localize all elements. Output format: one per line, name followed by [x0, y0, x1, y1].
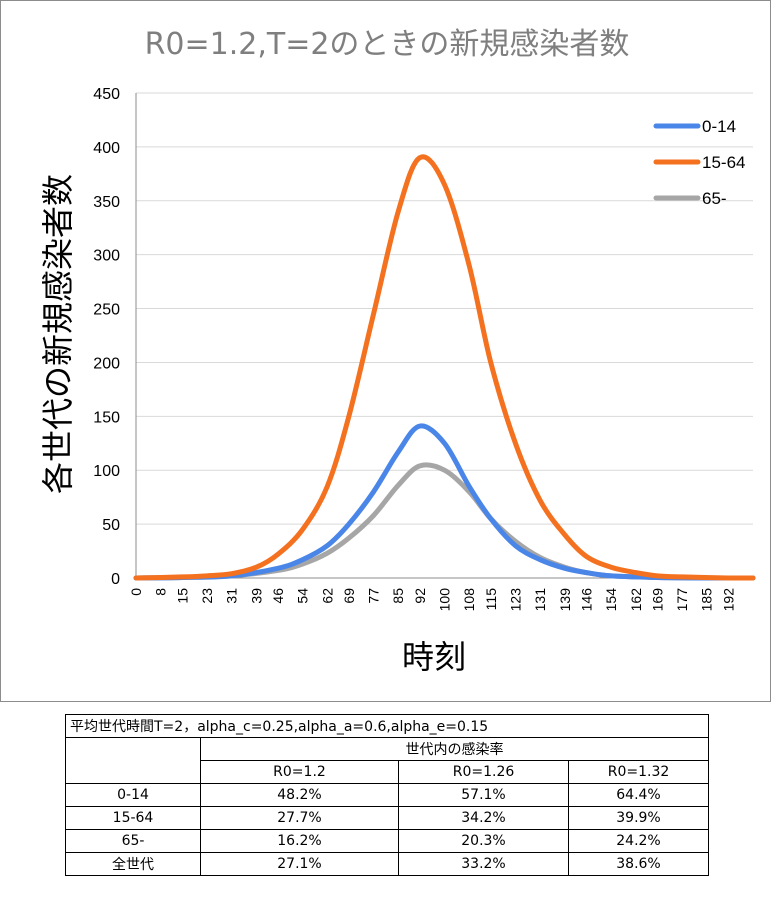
- x-tick-label: 39: [248, 588, 264, 604]
- summary-table: 平均世代時間T=2，alpha_c=0.25,alpha_a=0.6,alpha…: [65, 714, 709, 876]
- series-line-0-14: [133, 423, 756, 581]
- x-axis-ticks: 0 8 15 23 31 39 46 54 62 69 77 85 92 100 108 115 123 131 1…: [128, 588, 736, 612]
- table-row: 全世代 27.1% 33.2% 38.6%: [65, 852, 709, 876]
- series-line-65-: [133, 462, 756, 581]
- y-axis-ticks: 0 50 100 150 200 250 300 350 400 450: [93, 86, 120, 588]
- x-tick-label: 62: [319, 588, 335, 604]
- x-tick-label: 92: [412, 588, 428, 604]
- legend-label: 15-64: [702, 153, 745, 172]
- table-group-header-row: 世代内の感染率: [65, 737, 709, 784]
- chart-frame: R0=1.2,T=2のときの新規感染者数 0 50 100 150 200 250 300 3…: [0, 0, 771, 702]
- x-tick-label: 23: [199, 588, 215, 604]
- table-cell: 33.2%: [398, 852, 569, 876]
- x-tick-label: 69: [341, 588, 357, 604]
- x-tick-label: 185: [699, 588, 715, 612]
- y-tick-label: 400: [93, 140, 120, 157]
- x-tick-label: 15: [174, 588, 190, 604]
- column-header: R0=1.2: [200, 760, 399, 784]
- x-axis-title: 時刻: [402, 638, 466, 676]
- chart-title: R0=1.2,T=2のときの新規感染者数: [145, 27, 630, 62]
- column-header: R0=1.32: [568, 760, 709, 784]
- y-tick-label: 150: [93, 409, 120, 426]
- table-cell: 39.9%: [568, 806, 709, 830]
- row-label: 65-: [65, 829, 201, 853]
- y-tick-label: 250: [93, 302, 120, 319]
- x-tick-label: 139: [557, 588, 573, 612]
- table-row: 0-14 48.2% 57.1% 64.4%: [65, 783, 709, 807]
- y-tick-label: 100: [93, 463, 120, 480]
- x-tick-label: 100: [437, 588, 453, 612]
- x-tick-label: 54: [295, 588, 311, 604]
- table-header-row: R0=1.2 R0=1.26 R0=1.32: [66, 760, 709, 784]
- legend-label: 0-14: [702, 117, 736, 136]
- y-tick-label: 350: [93, 194, 120, 211]
- x-tick-label: 31: [224, 588, 240, 604]
- table-cell: 38.6%: [568, 852, 709, 876]
- x-tick-label: 162: [628, 588, 644, 612]
- x-tick-label: 115: [483, 588, 499, 611]
- table-caption: 平均世代時間T=2，alpha_c=0.25,alpha_a=0.6,alpha…: [65, 714, 709, 738]
- y-tick-label: 0: [111, 571, 120, 588]
- y-tick-label: 300: [93, 248, 120, 265]
- x-tick-label: 0: [128, 588, 144, 596]
- x-tick-label: 169: [649, 588, 665, 612]
- table-group-header: 世代内の感染率: [200, 737, 709, 761]
- y-tick-label: 450: [93, 86, 120, 103]
- table-corner-cell: [65, 737, 201, 784]
- x-tick-label: 108: [461, 588, 477, 612]
- legend-label: 65-: [702, 189, 727, 208]
- x-tick-label: 85: [390, 588, 406, 604]
- x-tick-label: 8: [153, 588, 169, 596]
- table-cell: 64.4%: [568, 783, 709, 807]
- row-label: 全世代: [65, 852, 201, 876]
- column-header: R0=1.26: [398, 760, 569, 784]
- table-cell: 24.2%: [568, 829, 709, 853]
- table-cell: 34.2%: [398, 806, 569, 830]
- row-label: 0-14: [65, 783, 201, 807]
- series-line-15-64: [133, 154, 756, 581]
- y-axis-title: 各世代の新規感染者数: [39, 174, 77, 494]
- x-tick-label: 192: [720, 588, 736, 612]
- legend: 0-14 15-64 65-: [653, 117, 745, 208]
- chart-svg: R0=1.2,T=2のときの新規感染者数 0501001502002503003…: [39, 27, 756, 676]
- series-layer: [133, 154, 756, 581]
- x-tick-label: 131: [532, 588, 548, 612]
- table-cell: 27.1%: [200, 852, 399, 876]
- x-tick-label: 46: [270, 588, 286, 604]
- table-row: 65- 16.2% 20.3% 24.2%: [65, 829, 709, 853]
- table-cell: 27.7%: [200, 806, 399, 830]
- x-tick-label: 77: [366, 588, 382, 604]
- table-cell: 48.2%: [200, 783, 399, 807]
- y-tick-label: 50: [102, 517, 120, 534]
- row-label: 15-64: [65, 806, 201, 830]
- table-cell: 57.1%: [398, 783, 569, 807]
- table-caption-row: 平均世代時間T=2，alpha_c=0.25,alpha_a=0.6,alpha…: [65, 714, 709, 738]
- x-tick-label: 123: [507, 588, 523, 612]
- table-cell: 20.3%: [398, 829, 569, 853]
- x-tick-label: 177: [674, 588, 690, 612]
- table-cell: 16.2%: [200, 829, 399, 853]
- grid-layer: [135, 92, 753, 579]
- x-tick-label: 154: [603, 588, 619, 612]
- table-row: 15-64 27.7% 34.2% 39.9%: [65, 806, 709, 830]
- x-tick-label: 146: [578, 588, 594, 612]
- y-tick-label: 200: [93, 355, 120, 372]
